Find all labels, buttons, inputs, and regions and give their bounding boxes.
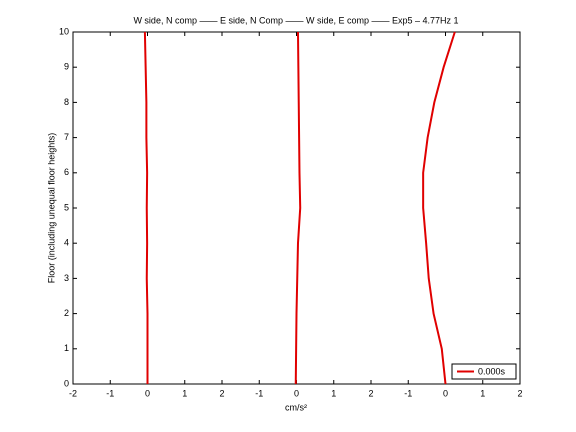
x-tick-label: 1 xyxy=(480,388,485,398)
x-tick-label: -2 xyxy=(69,388,77,398)
y-tick-label: 5 xyxy=(64,202,69,212)
y-tick-label: 10 xyxy=(59,26,69,36)
x-tick-label: 1 xyxy=(182,388,187,398)
x-tick-label: 0 xyxy=(145,388,150,398)
legend-box xyxy=(451,363,517,380)
x-tick-label: 0 xyxy=(294,388,299,398)
data-line xyxy=(294,31,302,385)
x-tick-label: 1 xyxy=(331,388,336,398)
x-tick-label: 0 xyxy=(443,388,448,398)
data-line xyxy=(143,31,149,384)
x-tick-label: 2 xyxy=(517,388,522,398)
x-tick-label: -1 xyxy=(106,388,114,398)
y-tick-label: 6 xyxy=(64,167,69,177)
chart-title: W side, N comp —— E side, N Comp —— W si… xyxy=(133,15,458,25)
y-tick-label: 9 xyxy=(64,62,69,72)
y-axis-label: Floor (including unequal floor heights) xyxy=(46,133,56,284)
x-tick-label: 2 xyxy=(219,388,224,398)
y-tick-label: 4 xyxy=(64,238,69,248)
data-line xyxy=(422,31,456,385)
y-tick-label: 3 xyxy=(64,273,69,283)
y-tick-label: 2 xyxy=(64,308,69,318)
x-tick-label: -1 xyxy=(404,388,412,398)
y-tick-label: 8 xyxy=(64,97,69,107)
x-axis-label: cm/s² xyxy=(285,402,307,412)
y-tick-label: 7 xyxy=(64,132,69,142)
x-tick-label: -1 xyxy=(255,388,263,398)
y-tick-label: 0 xyxy=(64,378,69,388)
x-tick-label: 2 xyxy=(368,388,373,398)
legend-label: 0.000s xyxy=(478,366,506,376)
y-tick-label: 1 xyxy=(64,343,69,353)
